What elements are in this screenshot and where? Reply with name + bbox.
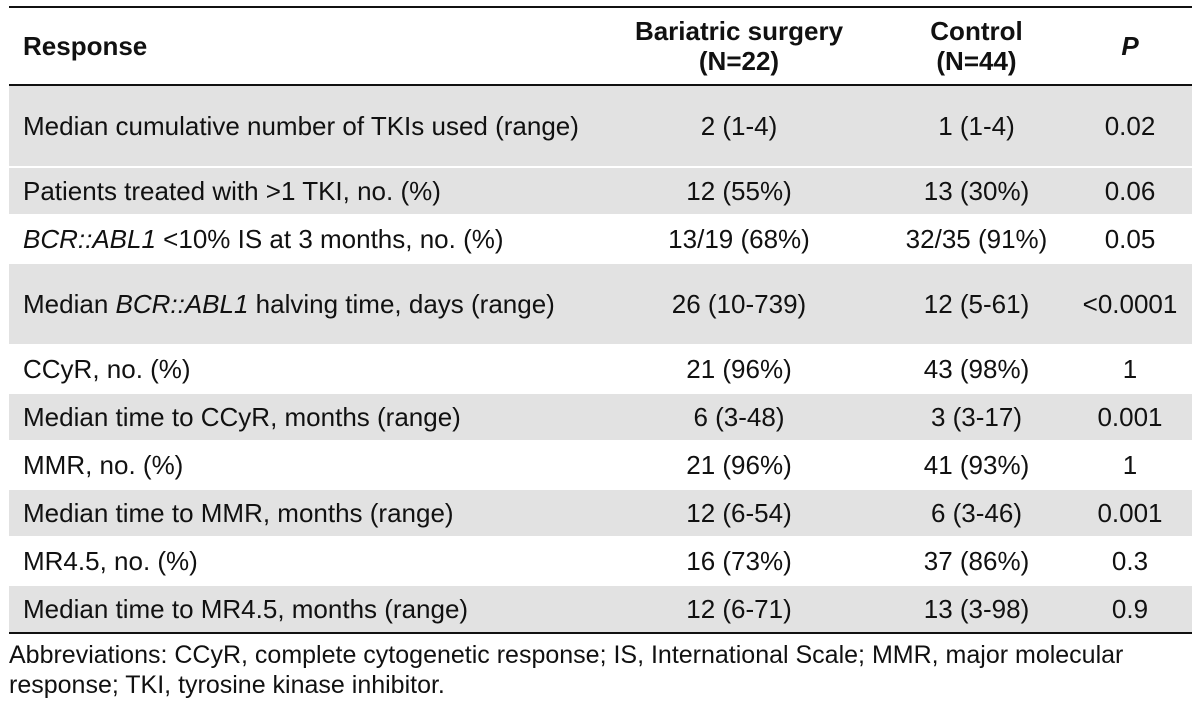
bariatric-value: 6 (3-48)	[593, 393, 885, 442]
table-row: Median cumulative number of TKIs used (r…	[9, 85, 1192, 168]
control-value: 12 (5-61)	[885, 263, 1068, 346]
table-row: Median BCR::ABL1 halving time, days (ran…	[9, 263, 1192, 346]
bariatric-value: 21 (96%)	[593, 441, 885, 490]
gene-name: BCR::ABL1	[115, 288, 249, 319]
p-value: 1	[1068, 441, 1192, 490]
table-row: BCR::ABL1 <10% IS at 3 months, no. (%) 1…	[9, 215, 1192, 264]
row-label: MR4.5, no. (%)	[9, 537, 593, 586]
header-bariatric-line2: (N=22)	[698, 46, 780, 76]
header-bariatric: Bariatric surgery (N=22)	[593, 6, 885, 86]
p-value: 1	[1068, 345, 1192, 394]
row-label: Median time to MMR, months (range)	[9, 489, 593, 538]
row-label: Median time to MR4.5, months (range)	[9, 585, 593, 634]
control-value: 41 (93%)	[885, 441, 1068, 490]
header-response-label: Response	[23, 31, 148, 61]
control-value: 37 (86%)	[885, 537, 1068, 586]
row-label-rest: <10% IS at 3 months, no. (%)	[155, 223, 504, 254]
row-label: CCyR, no. (%)	[9, 345, 593, 394]
table-row: CCyR, no. (%) 21 (96%) 43 (98%) 1	[9, 345, 1192, 394]
bariatric-value: 12 (6-54)	[593, 489, 885, 538]
row-label: MMR, no. (%)	[9, 441, 593, 490]
p-value: 0.9	[1068, 585, 1192, 634]
response-table-container: Response Bariatric surgery (N=22) Control…	[9, 6, 1192, 634]
bariatric-value: 26 (10-739)	[593, 263, 885, 346]
header-control-line2: (N=44)	[936, 46, 1017, 76]
control-value: 32/35 (91%)	[885, 215, 1068, 264]
bariatric-value: 2 (1-4)	[593, 85, 885, 168]
bariatric-value: 16 (73%)	[593, 537, 885, 586]
table-header: Response Bariatric surgery (N=22) Control…	[9, 6, 1192, 86]
header-bariatric-line1: Bariatric surgery	[634, 16, 844, 46]
bariatric-value: 12 (6-71)	[593, 585, 885, 634]
p-value: 0.3	[1068, 537, 1192, 586]
row-label: Median time to CCyR, months (range)	[9, 393, 593, 442]
control-value: 3 (3-17)	[885, 393, 1068, 442]
table-row: MR4.5, no. (%) 16 (73%) 37 (86%) 0.3	[9, 537, 1192, 586]
table-row: MMR, no. (%) 21 (96%) 41 (93%) 1	[9, 441, 1192, 490]
header-row: Response Bariatric surgery (N=22) Control…	[9, 6, 1192, 86]
row-label: Patients treated with >1 TKI, no. (%)	[9, 167, 593, 216]
bariatric-value: 13/19 (68%)	[593, 215, 885, 264]
header-control: Control (N=44)	[885, 6, 1068, 86]
p-value: 0.001	[1068, 489, 1192, 538]
gene-name: BCR::ABL1	[23, 223, 156, 254]
control-value: 6 (3-46)	[885, 489, 1068, 538]
control-value: 13 (30%)	[885, 167, 1068, 216]
p-value: 0.02	[1068, 85, 1192, 168]
table-row: Median time to MR4.5, months (range) 12 …	[9, 585, 1192, 634]
control-value: 1 (1-4)	[885, 85, 1068, 168]
control-value: 13 (3-98)	[885, 585, 1068, 634]
header-p: P	[1068, 6, 1192, 86]
row-label-rest: halving time, days (range)	[248, 288, 555, 319]
table-row: Median time to MMR, months (range) 12 (6…	[9, 489, 1192, 538]
p-value: 0.06	[1068, 167, 1192, 216]
abbreviations-footnote: Abbreviations: CCyR, complete cytogeneti…	[9, 641, 1124, 699]
header-p-label: P	[1121, 31, 1139, 61]
row-label: Median BCR::ABL1 halving time, days (ran…	[9, 263, 593, 346]
p-value: 0.05	[1068, 215, 1192, 264]
p-value: <0.0001	[1068, 263, 1192, 346]
row-label: BCR::ABL1 <10% IS at 3 months, no. (%)	[9, 215, 593, 264]
header-response: Response	[9, 6, 593, 86]
bariatric-value: 21 (96%)	[593, 345, 885, 394]
response-table: Response Bariatric surgery (N=22) Control…	[9, 6, 1192, 634]
header-control-line1: Control	[930, 16, 1023, 46]
table-body: Median cumulative number of TKIs used (r…	[9, 85, 1192, 634]
p-value: 0.001	[1068, 393, 1192, 442]
bariatric-value: 12 (55%)	[593, 167, 885, 216]
row-label: Median cumulative number of TKIs used (r…	[9, 85, 593, 168]
table-row: Median time to CCyR, months (range) 6 (3…	[9, 393, 1192, 442]
row-label-pre: Median	[23, 288, 116, 319]
control-value: 43 (98%)	[885, 345, 1068, 394]
table-row: Patients treated with >1 TKI, no. (%) 12…	[9, 167, 1192, 216]
